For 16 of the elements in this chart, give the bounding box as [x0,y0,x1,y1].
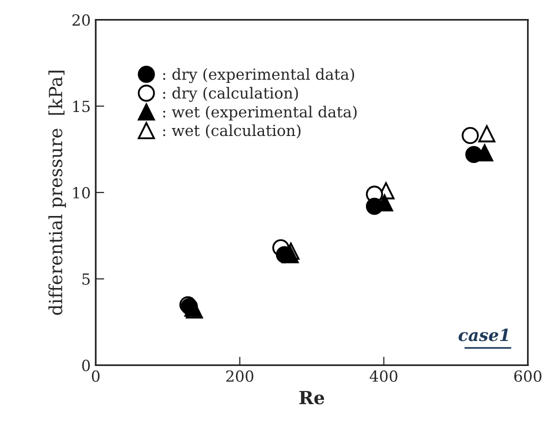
x-tick-label: 200 [226,370,254,382]
y-axis-title: differential pressure [kPa] [48,70,66,315]
legend-label: : wet (calculation) [163,124,300,138]
x-tick-label: 400 [370,370,398,382]
y-tick-label: 5 [82,274,90,285]
legend-label: : dry (experimental data) [163,68,354,84]
y-tick-label: 15 [73,100,90,112]
x-axis-title: Re [299,390,324,404]
y-tick-label: 20 [72,14,90,26]
y-tick-label: 10 [73,186,90,199]
y-tick-label: 0 [82,360,90,372]
x-tick-label: 0 [92,370,100,382]
x-tick-label: 600 [514,370,542,382]
legend-label: : dry (calculation) [163,86,298,102]
annotation: case1 [458,328,508,342]
legend-label: : wet (experimental data) [163,106,357,121]
